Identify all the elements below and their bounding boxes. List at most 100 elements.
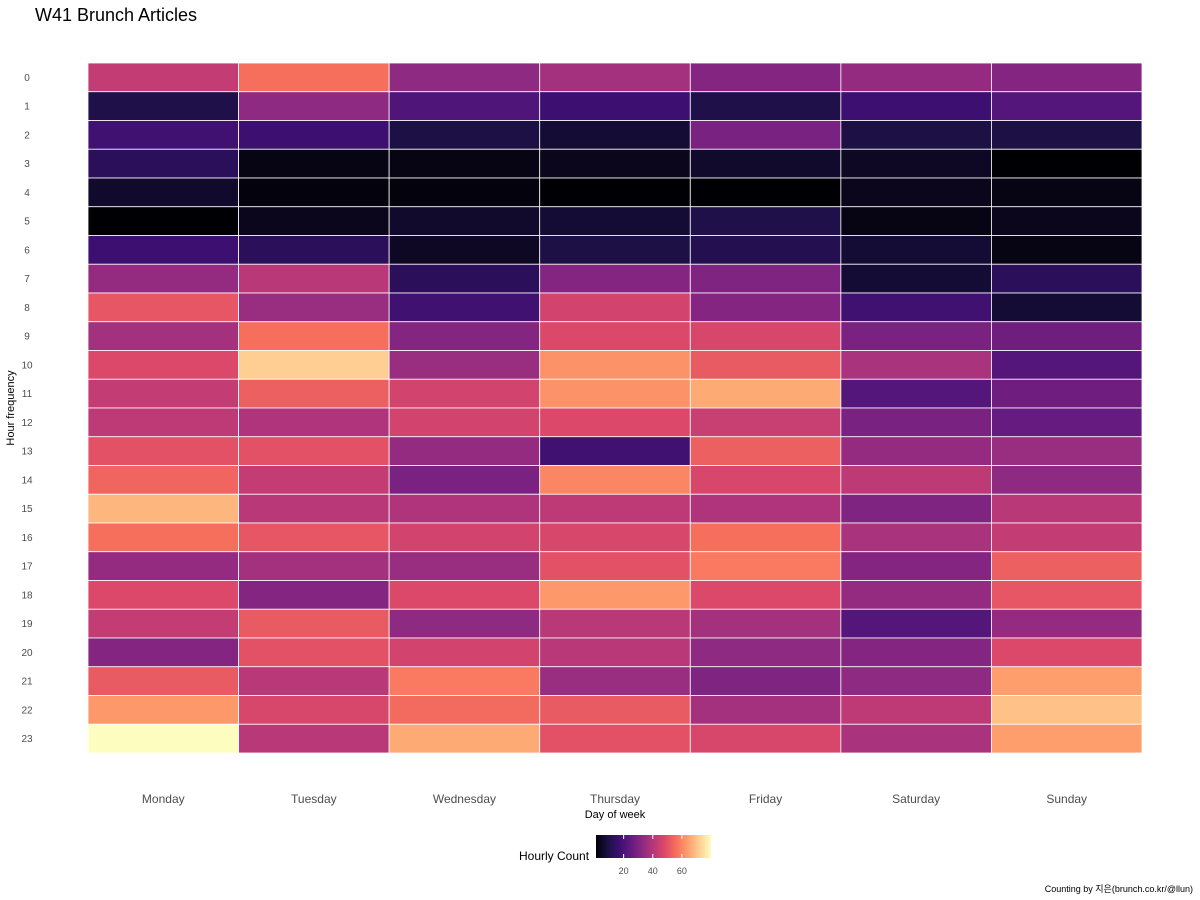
heatmap-cell bbox=[539, 91, 691, 121]
heatmap-cell bbox=[238, 608, 390, 639]
heatmap-cell bbox=[840, 378, 992, 409]
heatmap-cell bbox=[238, 62, 390, 93]
heatmap-cell bbox=[388, 91, 541, 121]
heatmap-cell bbox=[689, 235, 842, 265]
heatmap-cell bbox=[87, 407, 239, 438]
heatmap-cell bbox=[991, 637, 1143, 668]
heatmap-cell bbox=[840, 91, 992, 121]
heatmap-cell bbox=[689, 608, 842, 639]
heatmap-cell bbox=[87, 321, 239, 351]
heatmap-cell bbox=[388, 177, 541, 208]
heatmap-cell bbox=[840, 436, 992, 466]
heatmap-cell bbox=[991, 551, 1143, 581]
heatmap-cell bbox=[87, 62, 239, 93]
heatmap-cell bbox=[388, 666, 541, 696]
heatmap-cell bbox=[991, 465, 1143, 495]
heatmap-cell bbox=[991, 120, 1143, 150]
heatmap-cell bbox=[238, 91, 390, 121]
heatmap-cell bbox=[388, 350, 541, 380]
heatmap-cell bbox=[991, 206, 1143, 236]
y-tick-label: 6 bbox=[24, 245, 30, 256]
heatmap-cell bbox=[991, 407, 1143, 438]
heatmap-cell bbox=[689, 465, 842, 495]
heatmap-cell bbox=[689, 263, 842, 294]
heatmap-cell bbox=[87, 350, 239, 380]
heatmap-cell bbox=[689, 292, 842, 323]
y-tick-label: 23 bbox=[21, 734, 33, 745]
y-tick-label: 14 bbox=[21, 475, 33, 486]
heatmap-cell bbox=[388, 120, 541, 150]
heatmap-cell bbox=[87, 465, 239, 495]
chart-title: W41 Brunch Articles bbox=[35, 5, 197, 25]
heatmap-cell bbox=[388, 551, 541, 581]
y-tick-label: 10 bbox=[21, 360, 33, 371]
heatmap-cell bbox=[840, 723, 992, 754]
y-tick-label: 17 bbox=[21, 562, 33, 573]
heatmap-cell bbox=[840, 551, 992, 581]
heatmap-cell bbox=[840, 580, 992, 610]
heatmap-cell bbox=[539, 522, 691, 553]
caption: Counting by 지은(brunch.co.kr/@llun) bbox=[1045, 884, 1193, 894]
x-tick-label: Sunday bbox=[1046, 792, 1087, 806]
y-tick-label: 19 bbox=[21, 619, 33, 630]
heatmap-cell bbox=[539, 350, 691, 380]
heatmap-cell bbox=[238, 407, 390, 438]
legend-colorbar bbox=[596, 835, 711, 858]
heatmap-cell bbox=[689, 551, 842, 581]
x-tick-label: Saturday bbox=[892, 792, 940, 806]
heatmap-cell bbox=[238, 436, 390, 466]
heatmap-cell bbox=[87, 436, 239, 466]
legend-ticks: 20 40 60 bbox=[619, 835, 687, 876]
heatmap-cell bbox=[388, 522, 541, 553]
x-tick-label: Tuesday bbox=[291, 792, 337, 806]
heatmap-cell bbox=[991, 263, 1143, 294]
heatmap-cell bbox=[238, 465, 390, 495]
heatmap-cell bbox=[539, 465, 691, 495]
heatmap-cell bbox=[689, 695, 842, 725]
legend-tick-label: 40 bbox=[648, 866, 658, 876]
legend-title: Hourly Count bbox=[519, 849, 590, 863]
heatmap-cell bbox=[388, 62, 541, 93]
y-tick-label: 16 bbox=[21, 533, 33, 544]
heatmap-cell bbox=[840, 148, 992, 179]
heatmap-cell bbox=[689, 580, 842, 610]
heatmap-cell bbox=[689, 350, 842, 380]
y-tick-label: 13 bbox=[21, 447, 33, 458]
heatmap-cell bbox=[840, 350, 992, 380]
x-axis-tick-labels: Monday Tuesday Wednesday Thursday Friday Satu… bbox=[142, 792, 1087, 806]
heatmap-cell bbox=[87, 263, 239, 294]
heatmap-cell bbox=[87, 493, 239, 524]
heatmap-cell bbox=[238, 695, 390, 725]
heatmap-cell bbox=[840, 120, 992, 150]
heatmap-cell bbox=[238, 522, 390, 553]
heatmap-cell bbox=[991, 91, 1143, 121]
heatmap-cell bbox=[689, 407, 842, 438]
heatmap-cell bbox=[539, 235, 691, 265]
heatmap-cell bbox=[87, 551, 239, 581]
heatmap-cell bbox=[840, 177, 992, 208]
heatmap-cell bbox=[388, 292, 541, 323]
y-tick-label: 7 bbox=[24, 274, 30, 285]
heatmap-cell bbox=[689, 62, 842, 93]
y-tick-label: 15 bbox=[21, 504, 33, 515]
heatmap-cell bbox=[689, 177, 842, 208]
heatmap-cell bbox=[991, 608, 1143, 639]
heatmap-cell bbox=[991, 148, 1143, 179]
heatmap-cell bbox=[689, 206, 842, 236]
heatmap-cell bbox=[991, 62, 1143, 93]
legend-tick-label: 20 bbox=[619, 866, 629, 876]
heatmap-cell bbox=[238, 177, 390, 208]
heatmap-cell bbox=[539, 62, 691, 93]
heatmap-cell bbox=[388, 723, 541, 754]
x-tick-label: Monday bbox=[142, 792, 185, 806]
heatmap-cell bbox=[689, 522, 842, 553]
heatmap-cell bbox=[388, 493, 541, 524]
heatmap-cell bbox=[87, 522, 239, 553]
heatmap-cell bbox=[840, 206, 992, 236]
heatmap-cell bbox=[87, 91, 239, 121]
heatmap-cell bbox=[539, 292, 691, 323]
y-tick-label: 5 bbox=[24, 217, 30, 228]
heatmap-cell bbox=[689, 637, 842, 668]
heatmap-cell bbox=[840, 465, 992, 495]
heatmap-cell bbox=[388, 637, 541, 668]
